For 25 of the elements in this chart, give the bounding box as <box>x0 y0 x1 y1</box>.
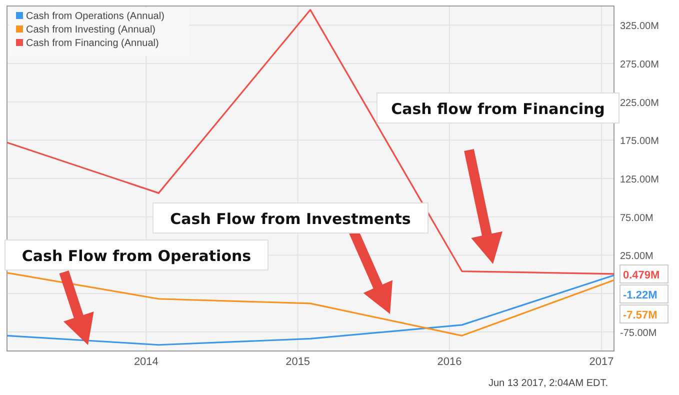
text: Jun 13 2017, 2:04AM EDT. <box>488 378 608 389</box>
line-series <box>6 274 615 346</box>
x-tick-label: 2014 <box>134 356 158 368</box>
x-tick-label: 2017 <box>589 356 614 368</box>
y-tick-label: 325.00M <box>620 21 659 32</box>
y-tick-label: 25.00M <box>620 251 654 262</box>
y-tick-label: 175.00M <box>620 136 659 148</box>
line-series <box>6 9 615 275</box>
y-tick-label: -75.00M <box>620 328 657 339</box>
legend-label: Cash from Investing (Annual) <box>26 24 156 36</box>
legend-label: Cash from Financing (Annual) <box>26 38 159 49</box>
annotation: Cash flow from Financing <box>391 100 605 118</box>
y-tick-label: 275.00M <box>620 60 659 70</box>
data-label: -7.57M <box>623 309 658 322</box>
annotation: Cash Flow from Investments <box>170 210 411 228</box>
y-tick-label: 75.00M <box>620 212 654 224</box>
data-label: 0.479M <box>623 269 660 282</box>
x-tick-label: 2016 <box>437 356 462 368</box>
line-series <box>6 272 615 336</box>
x-tick-label: 2015 <box>286 356 310 368</box>
annotation: Cash Flow from Operations <box>22 247 252 265</box>
y-tick-label: 125.00M <box>620 174 659 186</box>
legend-label: Cash from Operations (Annual) <box>26 11 164 22</box>
y-tick-label: 225.00M <box>620 98 659 109</box>
data-label: -1.22M <box>623 289 658 302</box>
